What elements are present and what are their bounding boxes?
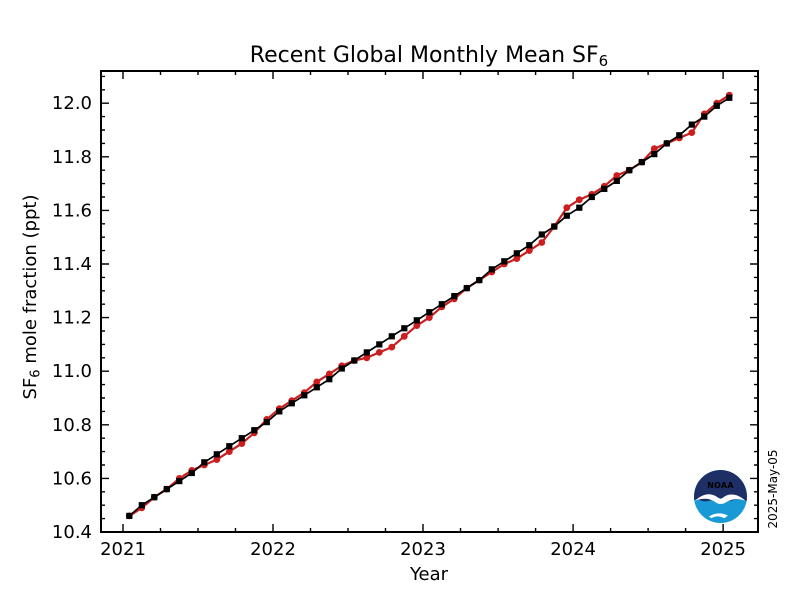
date-watermark: 2025-May-05: [766, 449, 780, 528]
monthly-mean-point: [325, 370, 333, 378]
noaa-logo: NOAA: [694, 470, 747, 523]
monthly-mean-point: [688, 129, 696, 137]
trend-point: [488, 266, 495, 273]
chart-title: Recent Global Monthly Mean SF6: [250, 43, 608, 70]
trend-point: [451, 293, 458, 300]
trend-point: [701, 113, 708, 120]
trend-point: [313, 384, 320, 391]
trend-point: [526, 242, 533, 249]
monthly-mean-point: [238, 440, 246, 447]
monthly-mean-point: [525, 247, 533, 255]
trend-point: [663, 140, 670, 147]
trend-point: [126, 512, 133, 519]
monthly-mean-point: [388, 343, 396, 351]
trend-point: [638, 159, 645, 166]
trend-point: [513, 250, 520, 257]
trend-point: [338, 365, 345, 372]
trend-point: [326, 376, 333, 383]
trend-point: [688, 121, 695, 128]
plot-area: 2021 2022 2023 2024 2025 10.4 10.6 10.8 11.0 11.2…: [52, 70, 759, 560]
y-axis-label-subscript: 6: [29, 369, 44, 377]
monthly-mean-point: [650, 145, 658, 153]
noaa-logo-text: NOAA: [707, 481, 734, 490]
trend-point: [613, 177, 620, 184]
y-tick-label: 10.6: [52, 468, 92, 489]
trend-point: [401, 325, 408, 332]
trend-point: [426, 309, 433, 316]
trend-point: [388, 333, 395, 340]
trend-point: [301, 392, 308, 399]
trend-point: [263, 419, 270, 426]
monthly-mean-point: [213, 456, 221, 463]
y-tick-label: 10.4: [52, 522, 92, 543]
noaa-logo-wave-icon: [708, 513, 728, 519]
trend-point: [538, 231, 545, 238]
monthly-mean-point: [363, 354, 371, 362]
trend-point: [551, 223, 558, 230]
trend-point: [138, 502, 145, 509]
trend-point: [251, 427, 258, 434]
monthly-mean-point: [563, 204, 571, 212]
axis-ticks: [101, 71, 758, 533]
trend-point: [176, 478, 183, 485]
trend-point: [563, 212, 570, 219]
x-tick-label: 2021: [100, 539, 146, 560]
trend-point: [276, 408, 283, 415]
monthly-mean-point: [413, 322, 421, 329]
trend-point: [413, 317, 420, 324]
trend-point: [651, 151, 658, 158]
monthly-mean-point: [613, 172, 621, 179]
monthly-mean-point: [375, 349, 383, 356]
y-tick-label: 11.8: [52, 147, 92, 168]
y-tick-label: 10.8: [52, 415, 92, 436]
y-axis-label: SF6 mole fraction (ppt): [20, 195, 44, 400]
plot-frame: [100, 70, 759, 533]
trend-point: [501, 258, 508, 265]
y-tick-label: 11.4: [52, 254, 92, 275]
noaa-logo-gull-icon: [695, 494, 746, 504]
trend-point: [438, 301, 445, 308]
noaa-logo-sky: [694, 470, 747, 502]
x-tick-label: 2022: [250, 539, 296, 560]
trend-point: [226, 443, 233, 450]
trend-point: [626, 167, 633, 174]
y-tick-label: 12.0: [52, 93, 92, 114]
monthly-mean-point: [225, 448, 233, 455]
monthly-mean-point: [400, 332, 408, 340]
trend-point: [188, 469, 195, 477]
monthly-mean-point: [538, 239, 546, 246]
trend-point: [201, 459, 208, 466]
monthly-mean-point: [313, 378, 321, 386]
trend-point: [713, 102, 720, 109]
trend-point: [151, 494, 158, 501]
chart-title-subscript: 6: [599, 52, 609, 70]
monthly-mean-point: [513, 255, 521, 262]
x-tick-label: 2025: [700, 539, 746, 560]
trend-point: [676, 132, 683, 139]
monthly-mean-point: [425, 314, 433, 321]
trend-point: [726, 94, 733, 101]
trend-point: [463, 285, 470, 292]
trend-point: [363, 349, 370, 356]
monthly-mean-point: [575, 196, 583, 204]
x-tick-label: 2023: [400, 539, 446, 560]
trend-point: [351, 357, 358, 364]
x-axis-label: Year: [409, 564, 449, 585]
trend-point: [588, 193, 595, 201]
chart-title-text: Recent Global Monthly Mean SF: [250, 43, 599, 68]
trend-point: [376, 341, 383, 348]
trend-point: [288, 400, 295, 407]
y-tick-label: 11.0: [52, 361, 92, 382]
trend-point: [163, 486, 170, 493]
trend-point: [238, 435, 245, 442]
trend-point: [576, 204, 583, 211]
trend-point: [601, 185, 608, 192]
x-tick-label: 2024: [550, 539, 596, 560]
trend-point: [213, 451, 220, 458]
y-tick-label: 11.2: [52, 308, 92, 329]
trend-point: [476, 277, 483, 284]
y-tick-label: 11.6: [52, 200, 92, 221]
